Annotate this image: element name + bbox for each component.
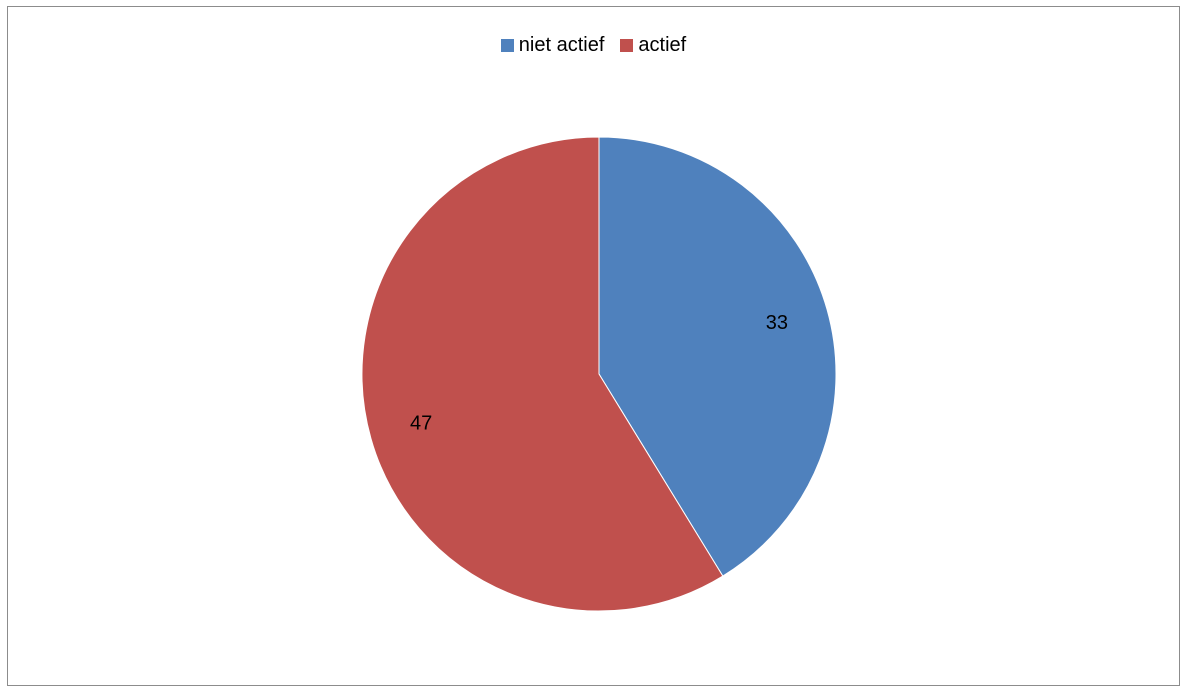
legend-label-niet-actief: niet actief: [518, 34, 605, 56]
legend-item-niet-actief: niet actief: [500, 34, 605, 57]
data-label-actief: 47: [410, 412, 432, 434]
legend-item-actief: actief: [620, 34, 686, 57]
data-label-niet-actief: 33: [766, 312, 788, 334]
legend-swatch-actief: [620, 39, 634, 52]
pie-slice-niet-actief: [598, 136, 837, 577]
legend-label-actief: actief: [638, 34, 687, 56]
pie-slice-actief: [361, 136, 724, 612]
legend: niet actief actief: [0, 34, 1187, 57]
legend-swatch-niet-actief: [500, 39, 514, 52]
